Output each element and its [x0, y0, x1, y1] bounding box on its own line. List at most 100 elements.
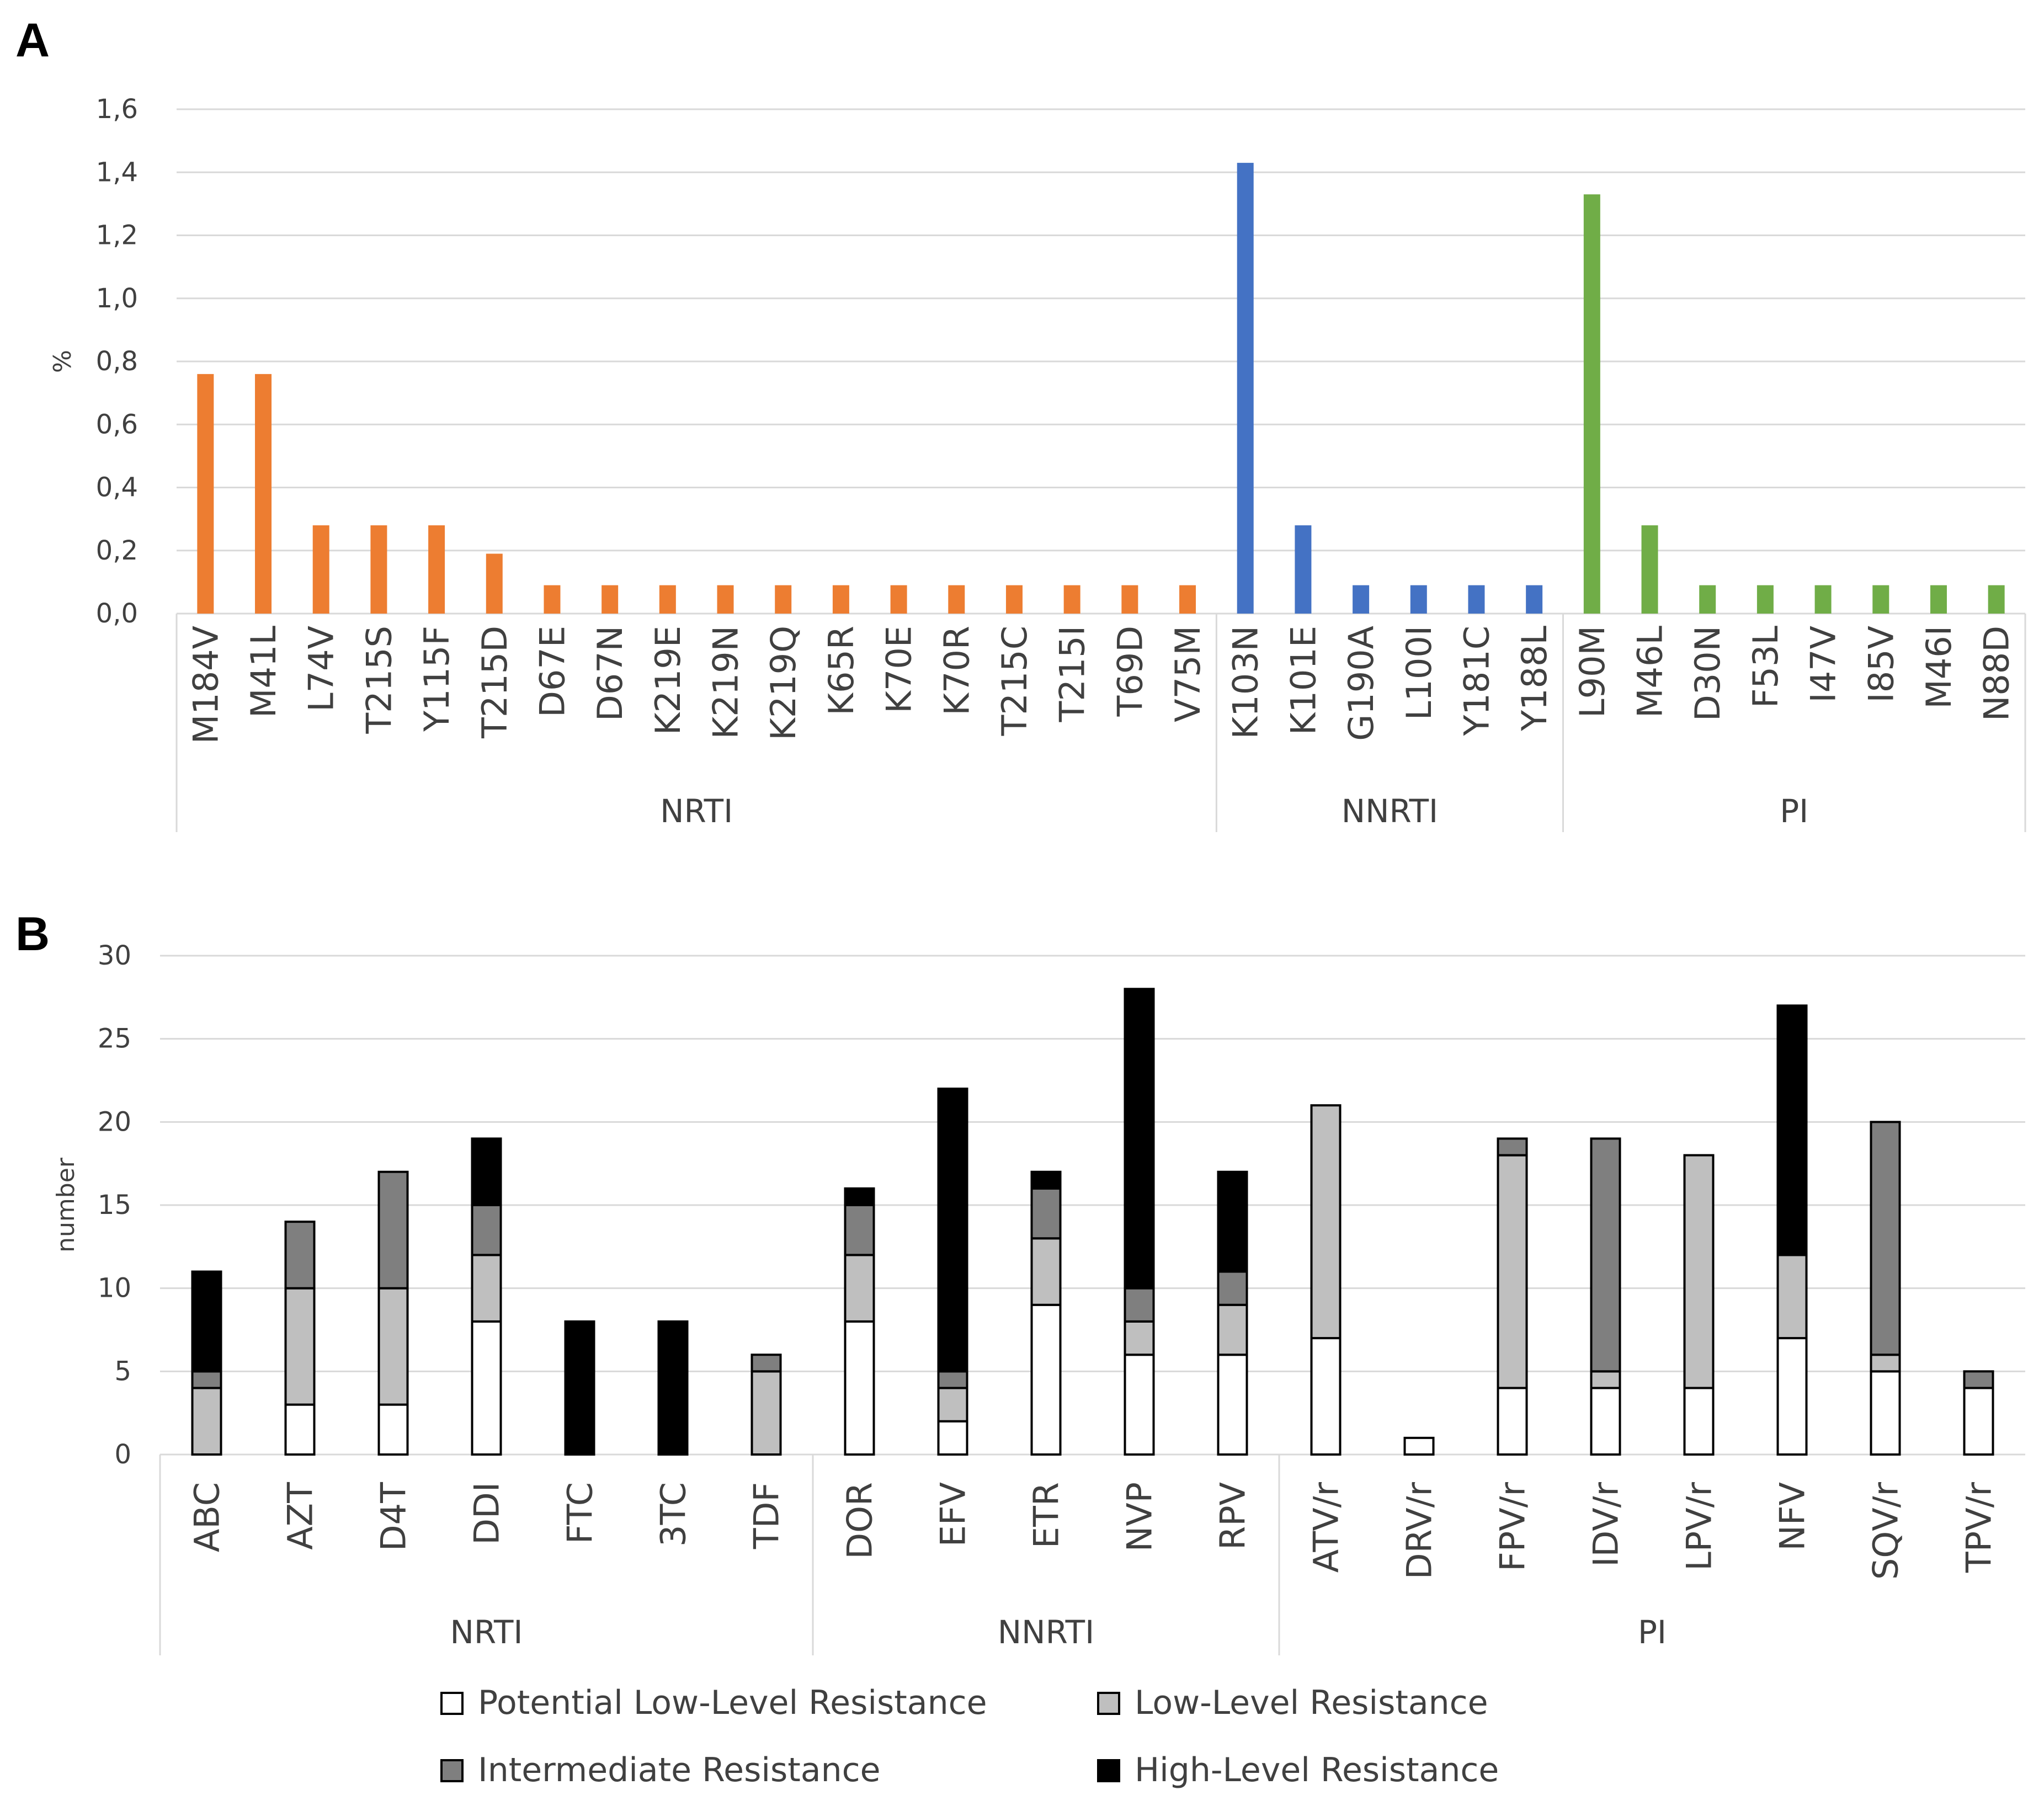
legend-swatch-low-level: [1097, 1692, 1120, 1715]
x-tick-label: G190A: [1341, 626, 1381, 741]
legend-item-high-level: High-Level Resistance: [1097, 1751, 1499, 1789]
y-tick-label: 0,4: [96, 472, 138, 503]
x-tick-label: TPV/r: [1959, 1482, 1999, 1574]
legend-item-low-level: Low-Level Resistance: [1097, 1684, 1488, 1722]
bar-d67n: [602, 585, 619, 614]
legend-item-intermediate: Intermediate Resistance: [440, 1751, 881, 1789]
bar-y115f: [428, 525, 445, 614]
x-tick-label: D4T: [374, 1482, 414, 1551]
bar-segment-tdf-low-level-resistance: [750, 1370, 782, 1456]
x-tick-label: TDF: [747, 1482, 787, 1549]
x-tick-label: T215S: [359, 626, 399, 734]
x-tick-label: T69D: [1110, 626, 1150, 717]
bar-segment-lpv-r-potential-low-level-resistance: [1683, 1387, 1715, 1456]
bar-g190a: [1353, 585, 1370, 614]
x-tick-label: EFV: [933, 1482, 973, 1547]
group-label-nnrti: NNRTI: [998, 1613, 1094, 1651]
bar-segment-atv-r-low-level-resistance: [1310, 1104, 1342, 1340]
bar-v75m: [1179, 585, 1196, 614]
x-tick-label: 3TC: [653, 1482, 694, 1547]
bar-d30n: [1699, 585, 1716, 614]
x-tick-label: Y181C: [1456, 626, 1497, 737]
x-tick-label: FPV/r: [1493, 1482, 1533, 1571]
bar-y181c: [1468, 585, 1485, 614]
x-tick-label: DOR: [840, 1482, 880, 1559]
x-tick-label: N88D: [1977, 626, 2017, 721]
bar-t215c: [1005, 585, 1023, 614]
bar-segment-dor-intermediate-resistance: [844, 1204, 875, 1256]
bar-segment-lpv-r-low-level-resistance: [1683, 1154, 1715, 1389]
x-tick-label: Y188L: [1514, 626, 1555, 732]
bar-segment-nvp-intermediate-resistance: [1124, 1287, 1155, 1323]
x-tick-label: K101E: [1283, 626, 1323, 735]
bar-segment-azt-intermediate-resistance: [284, 1221, 316, 1290]
bar-segment-efv-high-level-resistance: [937, 1088, 968, 1373]
chart-a-mutation-prevalence: 0,0 0,2 0,4 0,6 0,8 1,0 1,2 1,4 1,6% M184V M41L L74…: [49, 94, 2026, 832]
bar-segment-dor-potential-low-level-resistance: [844, 1320, 875, 1456]
bar-l90m: [1583, 194, 1600, 614]
x-tick-label: Y115F: [417, 626, 457, 732]
bar-k70r: [948, 585, 965, 614]
x-tick-label: M41L: [243, 626, 284, 718]
y-tick-label: 1,4: [96, 157, 138, 188]
bar-k65r: [832, 585, 849, 614]
bar-n88d: [1988, 585, 2005, 614]
bar-k103n: [1237, 163, 1254, 614]
x-tick-label: ETR: [1026, 1482, 1067, 1548]
group-label-nrti: NRTI: [660, 792, 733, 830]
x-tick-label: K70E: [879, 626, 919, 713]
bar-segment-idv-r-potential-low-level-resistance: [1590, 1387, 1621, 1456]
bar-k219e: [659, 585, 676, 614]
x-tick-label: NFV: [1772, 1482, 1813, 1551]
x-tick-label: LPV/r: [1679, 1482, 1720, 1571]
bar-segment-etr-high-level-resistance: [1030, 1170, 1062, 1190]
bar-f53l: [1756, 585, 1774, 614]
legend-swatch-potential-low-level: [440, 1692, 464, 1715]
x-tick-label: DRV/r: [1399, 1482, 1440, 1580]
x-tick-label: T215I: [1052, 626, 1093, 723]
y-axis-label: %: [49, 350, 77, 373]
y-tick-label: 20: [98, 1106, 131, 1137]
x-tick-label: AZT: [280, 1482, 321, 1550]
bar-segment-sqv-r-intermediate-resistance: [1870, 1121, 1901, 1356]
bar-segment-etr-low-level-resistance: [1030, 1237, 1062, 1306]
y-tick-label: 1,0: [96, 283, 138, 314]
bar-t215d: [486, 553, 503, 614]
bar-segment-nvp-potential-low-level-resistance: [1124, 1354, 1155, 1456]
bar-segment-atv-r-potential-low-level-resistance: [1310, 1337, 1342, 1456]
bar-segment-nvp-low-level-resistance: [1124, 1320, 1155, 1356]
x-tick-label: K70R: [936, 626, 977, 716]
bar-l100i: [1410, 585, 1427, 614]
y-tick-label: 10: [98, 1273, 131, 1304]
x-tick-label: K103N: [1226, 626, 1266, 739]
y-tick-label: 15: [98, 1190, 131, 1221]
bar-segment-tdf-intermediate-resistance: [750, 1354, 782, 1373]
bar-segment-nfv-high-level-resistance: [1776, 1004, 1808, 1256]
x-tick-label: I85V: [1861, 626, 1901, 703]
bar-d67e: [544, 585, 561, 614]
bar-segment-drv-r-potential-low-level-resistance: [1403, 1436, 1435, 1456]
panel-b-letter: B: [15, 908, 50, 961]
x-tick-label: K219Q: [763, 626, 803, 740]
legend-label-high-level: High-Level Resistance: [1135, 1751, 1499, 1789]
bar-segment-ftc-high-level-resistance: [564, 1320, 595, 1456]
bar-segment-idv-r-intermediate-resistance: [1590, 1137, 1621, 1373]
bar-segment-efv-low-level-resistance: [937, 1387, 968, 1423]
bar-segment-tpv-r-intermediate-resistance: [1963, 1370, 1994, 1389]
bar-segment-d4t-low-level-resistance: [377, 1287, 409, 1406]
bar-segment-ddi-intermediate-resistance: [471, 1204, 502, 1256]
y-tick-label: 30: [98, 940, 131, 971]
bar-segment-etr-potential-low-level-resistance: [1030, 1303, 1062, 1456]
bar-i85v: [1872, 585, 1889, 614]
chart-b-resistance-counts: 0 5 10 15 20 25 30 number ABC AZT D4T DDI FTC 3TC TDF D…: [52, 940, 2025, 1655]
x-tick-label: D67E: [532, 626, 572, 717]
legend-label-low-level: Low-Level Resistance: [1135, 1684, 1488, 1722]
bar-segment-sqv-r-potential-low-level-resistance: [1870, 1370, 1901, 1456]
bar-segment-nvp-high-level-resistance: [1124, 988, 1155, 1290]
x-tick-label: D67N: [590, 626, 630, 721]
x-tick-label: M184V: [185, 626, 226, 744]
y-tick-label: 1,2: [96, 220, 138, 251]
group-label-nrti: NRTI: [450, 1613, 523, 1651]
x-tick-label: L90M: [1572, 626, 1612, 718]
